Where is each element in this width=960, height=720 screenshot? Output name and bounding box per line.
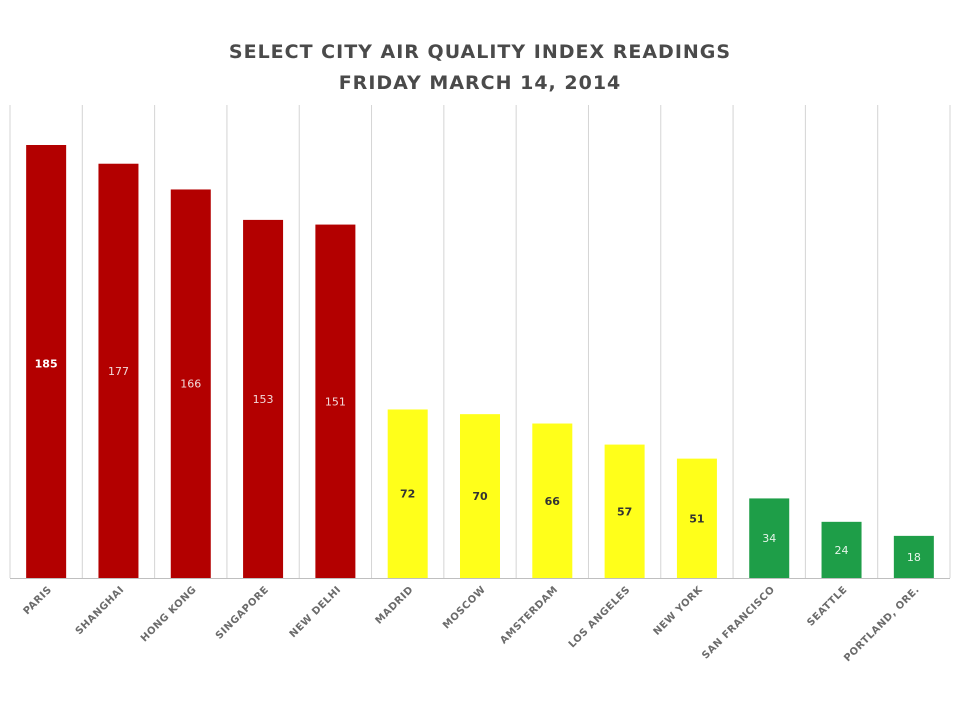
data-label: 57	[617, 505, 632, 518]
tick-label: NEW DELHI	[288, 584, 344, 640]
data-label: 66	[545, 495, 561, 508]
data-label: 166	[180, 378, 201, 391]
data-label: 185	[35, 358, 58, 371]
bar	[749, 498, 790, 578]
data-label: 177	[108, 365, 129, 378]
bar	[170, 189, 211, 578]
bar	[315, 224, 356, 579]
x-axis-tick-labels: PARIS SHANGHAI HONG KONG SINGAPORE NEW DELHI…	[22, 584, 922, 664]
tick-label: LOS ANGELES	[567, 584, 633, 650]
tick-label: AMSTERDAM	[498, 584, 560, 646]
data-label: 24	[835, 544, 849, 557]
bar	[387, 409, 428, 578]
tick-label: MADRID	[374, 584, 416, 626]
chart-subtitle: FRIDAY MARCH 14, 2014	[339, 72, 622, 94]
bar	[676, 458, 717, 578]
data-label: 153	[253, 393, 274, 406]
tick-label: MOSCOW	[441, 584, 488, 631]
tick-label: PORTLAND, ORE.	[842, 584, 922, 664]
bar	[26, 145, 67, 578]
gridlines	[9, 105, 951, 578]
tick-label: PARIS	[22, 584, 55, 617]
data-label: 51	[689, 512, 704, 525]
tick-label: NEW YORK	[652, 584, 706, 638]
data-label: 70	[472, 490, 488, 503]
tick-label: HONG KONG	[139, 584, 199, 644]
bar	[98, 163, 139, 579]
chart-title: SELECT CITY AIR QUALITY INDEX READINGS	[229, 41, 731, 63]
bar	[532, 423, 573, 578]
bar	[893, 535, 934, 578]
data-label: 34	[762, 532, 776, 545]
data-label: 72	[400, 488, 415, 501]
data-labels: 185 177 166 153 151 72 70 66 57 51 34 24 18	[35, 358, 921, 564]
tick-label: SINGAPORE	[214, 584, 271, 641]
bar	[243, 219, 284, 579]
data-label: 18	[907, 551, 921, 564]
tick-label: SEATTLE	[805, 584, 849, 628]
tick-label: SAN FRANCISCO	[700, 584, 777, 661]
data-label: 151	[325, 395, 346, 408]
bars	[26, 145, 934, 579]
tick-label: SHANGHAI	[74, 584, 127, 637]
bar	[460, 414, 500, 578]
bar	[821, 521, 862, 578]
bar	[604, 444, 645, 578]
